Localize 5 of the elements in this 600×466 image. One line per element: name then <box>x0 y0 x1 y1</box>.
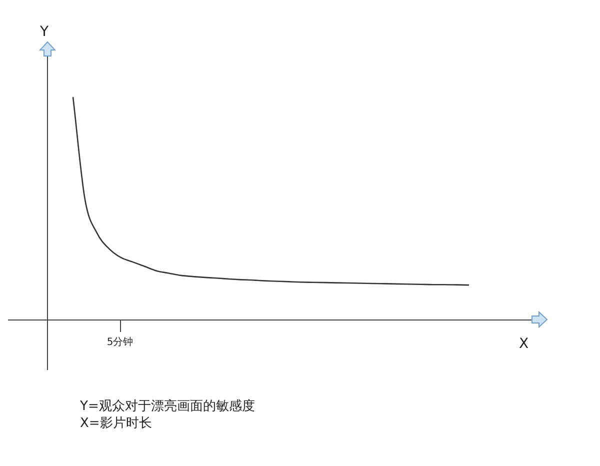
x-axis-title: X <box>519 336 529 352</box>
text: Y=观众对于漂亮画面的敏感度 <box>80 398 255 415</box>
text: X=影片时长 <box>80 415 153 432</box>
y-axis-title: Y <box>40 24 49 40</box>
text: 5分钟 <box>106 337 134 348</box>
